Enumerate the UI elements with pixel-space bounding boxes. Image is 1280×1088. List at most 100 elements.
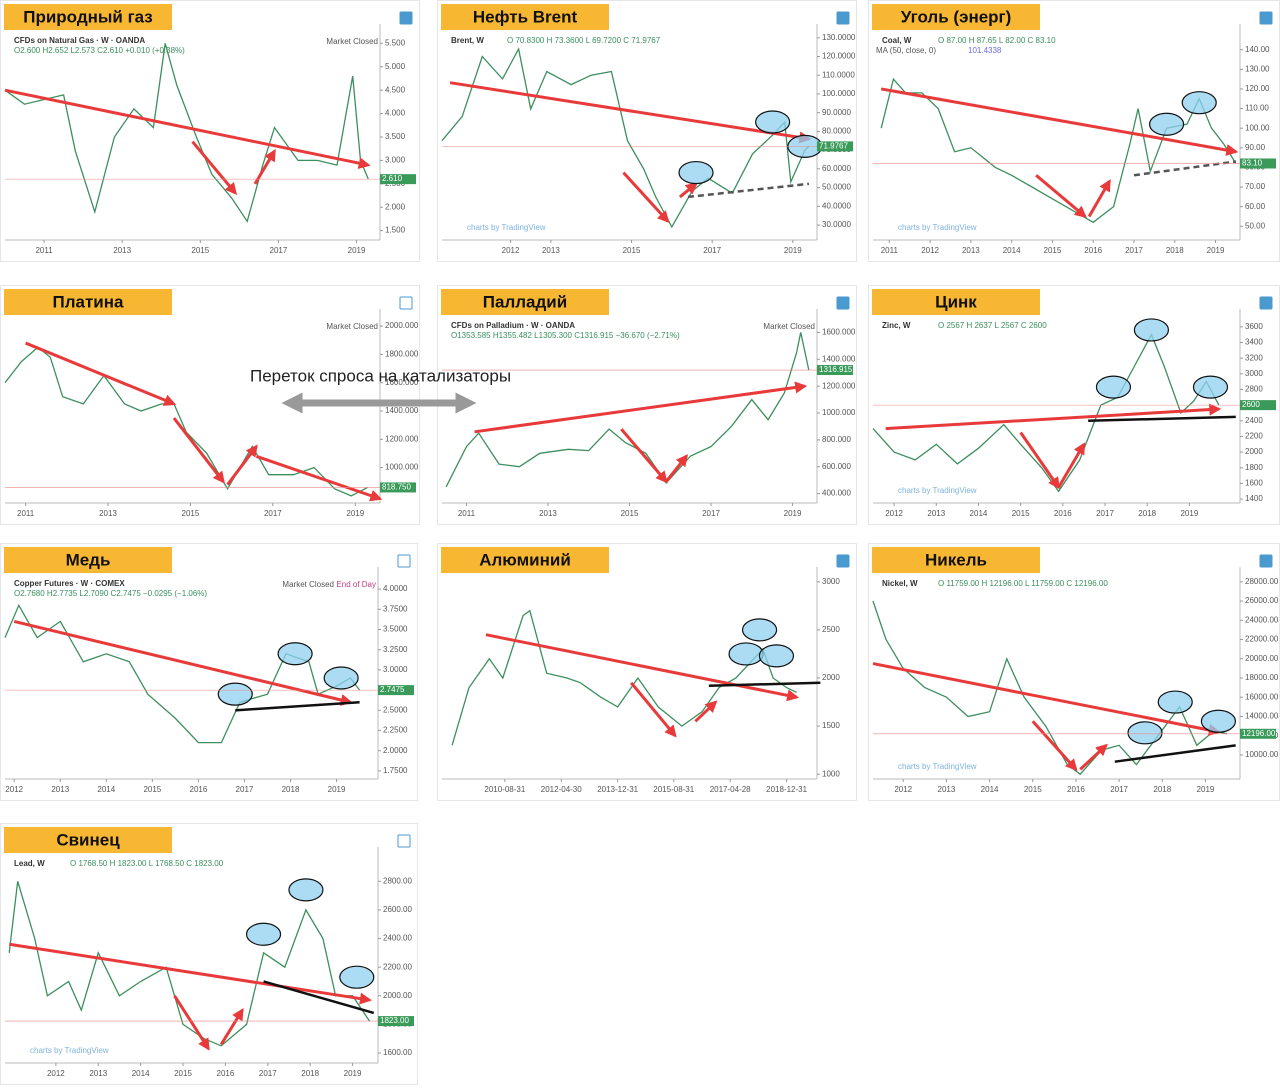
y-tick-label: 30.0000 (822, 220, 851, 229)
chart-title: Медь (66, 550, 111, 569)
y-tick-label: 2800.00 (383, 876, 412, 885)
highlight (339, 965, 375, 989)
highlight (1127, 721, 1163, 745)
popout-icon (399, 11, 413, 25)
y-tick-label: 1200.000 (822, 381, 856, 390)
x-tick-label: 2017 (1110, 785, 1128, 794)
y-tick-label: 2.2500 (383, 726, 408, 735)
chart-header: Zinc, W (882, 321, 911, 330)
support-line (708, 681, 821, 687)
chart-panel: 50.0060.0070.0080.0090.00100.00110.00120… (868, 0, 1280, 262)
watermark: charts by TradingView (898, 762, 977, 771)
chart-title: Нефть Brent (473, 7, 578, 26)
x-tick-label: 2015 (1044, 246, 1062, 255)
trend-arrow (1079, 743, 1108, 771)
ohlc: O1353.585 H1355.482 L1305.300 C1316.915 … (451, 331, 680, 340)
popout-icon (1259, 554, 1273, 568)
popout-icon (1259, 296, 1273, 310)
popout-icon (1259, 11, 1273, 25)
y-tick-label: 2400 (1245, 416, 1263, 425)
ohlc: O 87.00 H 87.65 L 82.00 C 83.10 (938, 36, 1056, 45)
y-tick-label: 1.500 (385, 226, 406, 235)
y-tick-label: 3000 (822, 577, 840, 586)
last-price-box (817, 141, 853, 152)
x-tick-label: 2019 (1207, 246, 1225, 255)
x-tick-label: 2019 (1180, 509, 1198, 518)
x-tick-label: 2012 (894, 785, 912, 794)
support-line (1114, 744, 1236, 763)
last-price: 1316.915 (819, 365, 853, 374)
x-tick-label: 2012 (502, 246, 520, 255)
x-tick-label: 2018 (1166, 246, 1184, 255)
watermark: charts by TradingView (467, 223, 546, 232)
y-tick-label: 1200.000 (385, 434, 419, 443)
popout-icon (836, 296, 850, 310)
x-tick-label: 2019 (344, 1069, 362, 1078)
y-tick-label: 80.0000 (822, 126, 851, 135)
x-tick-label: 2011 (35, 246, 53, 255)
y-tick-label: 14000.00 (1245, 712, 1279, 721)
trend-arrow (449, 81, 812, 144)
market-status: Market Closed (282, 580, 334, 589)
title-box (441, 547, 609, 573)
last-price: 12196.00 (1242, 729, 1276, 738)
x-tick-label: 2014 (132, 1069, 150, 1078)
ma-value: 101.4338 (968, 46, 1002, 55)
y-tick-label: 24000.00 (1245, 615, 1279, 624)
highlight (755, 110, 791, 134)
x-tick-label: 2011 (17, 509, 35, 518)
y-tick-label: 1000.000 (385, 463, 419, 472)
x-tick-label: 2012-04-30 (541, 785, 582, 794)
y-tick-label: 3.000 (385, 156, 406, 165)
highlight (728, 642, 764, 666)
y-tick-label: 1400 (1245, 494, 1263, 503)
x-tick-label: 2018-12-31 (766, 785, 807, 794)
trend-arrow (485, 633, 800, 702)
y-tick-label: 3400 (1245, 338, 1263, 347)
y-tick-label: 120.0000 (822, 52, 856, 61)
trend-arrow (9, 942, 372, 1005)
title-box (441, 4, 609, 30)
trend-arrow (1019, 431, 1060, 490)
chart-title: Палладий (483, 292, 567, 311)
support-line (235, 700, 360, 712)
trend-arrow (1087, 179, 1111, 218)
support-line (1133, 160, 1237, 177)
y-tick-label: 1400.000 (385, 406, 419, 415)
y-tick-label: 50.0000 (822, 183, 851, 192)
y-tick-label: 100.00 (1245, 123, 1270, 132)
trend-arrow (253, 148, 276, 185)
ohlc: O 11759.00 H 12196.00 L 11759.00 C 12196… (938, 579, 1108, 588)
title-box (4, 547, 172, 573)
popout-icon (399, 296, 413, 310)
y-tick-label: 2000.000 (385, 321, 419, 330)
last-price-box (378, 1016, 414, 1027)
y-tick-label: 3.2500 (383, 645, 408, 654)
y-tick-label: 110.0000 (822, 70, 855, 79)
x-tick-label: 2014 (97, 785, 115, 794)
last-price: 83.10 (1242, 159, 1263, 168)
x-tick-label: 2019 (1197, 785, 1215, 794)
title-box (872, 4, 1040, 30)
trend-arrow (885, 403, 1222, 431)
x-tick-label: 2017 (703, 246, 721, 255)
last-price: 2600 (1242, 400, 1260, 409)
x-tick-label: 2015 (191, 246, 209, 255)
x-tick-label: 2013 (113, 246, 131, 255)
x-tick-label: 2018 (301, 1069, 319, 1078)
y-tick-label: 16000.00 (1245, 692, 1279, 701)
x-tick-label: 2015 (174, 1069, 192, 1078)
y-tick-label: 2000 (822, 673, 840, 682)
x-tick-label: 2015 (1024, 785, 1042, 794)
x-tick-label: 2014 (1003, 246, 1021, 255)
y-tick-label: 1600.000 (822, 328, 856, 337)
x-tick-label: 2017 (1125, 246, 1143, 255)
highlight (1157, 690, 1193, 714)
trend-arrow (226, 444, 258, 486)
price-line (880, 77, 1237, 224)
y-tick-label: 10000.00 (1245, 750, 1279, 759)
chart-panel: 30.000040.000050.000060.000070.000080.00… (437, 0, 857, 262)
x-tick-label: 2010-08-31 (484, 785, 525, 794)
y-tick-label: 20000.00 (1245, 654, 1279, 663)
y-tick-label: 40.0000 (822, 201, 851, 210)
